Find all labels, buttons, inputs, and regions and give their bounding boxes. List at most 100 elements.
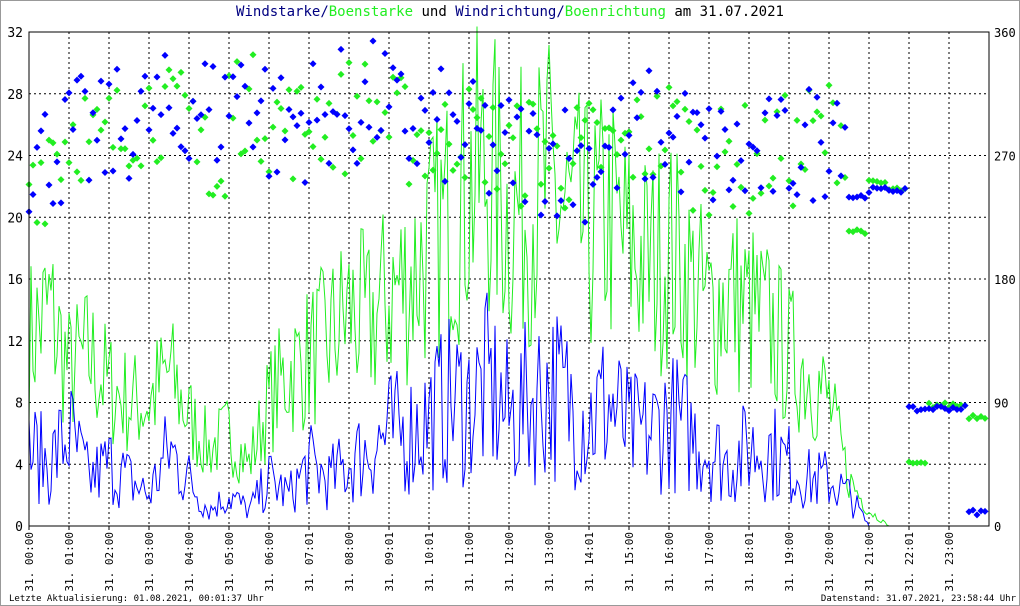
y-right-tick-label: 180: [994, 273, 1016, 287]
direction-point: [465, 100, 473, 108]
direction-point: [733, 120, 741, 128]
gust-direction-point: [541, 138, 549, 146]
direction-point: [321, 110, 329, 118]
direction-point: [117, 135, 125, 143]
direction-point: [301, 179, 309, 187]
direction-point: [569, 201, 577, 209]
direction-point: [829, 119, 837, 127]
direction-point: [677, 188, 685, 196]
direction-point: [517, 105, 525, 113]
direction-point: [701, 134, 709, 142]
gust-direction-point: [737, 183, 745, 191]
direction-point: [797, 163, 805, 171]
gust-direction-point: [369, 137, 377, 145]
direction-point: [825, 167, 833, 175]
direction-point: [97, 77, 105, 85]
direction-point: [293, 122, 301, 130]
direction-point: [377, 126, 385, 134]
gust-direction-point: [877, 179, 885, 187]
direction-point: [597, 168, 605, 176]
direction-point: [289, 113, 297, 121]
gust-direction-point: [765, 182, 773, 190]
direction-point: [457, 153, 465, 161]
gust-direction-point: [417, 127, 425, 135]
direction-point: [605, 143, 613, 151]
direction-point: [813, 93, 821, 101]
direction-point: [809, 197, 817, 205]
title-gust: Boenstarke: [328, 4, 414, 20]
direction-point: [37, 127, 45, 135]
gust-direction-point: [561, 204, 569, 212]
direction-point: [489, 141, 497, 149]
direction-point: [217, 143, 225, 151]
direction-point: [693, 109, 701, 117]
direction-point: [257, 97, 265, 105]
gust-direction-point: [565, 196, 573, 204]
direction-point: [61, 96, 69, 104]
direction-point: [125, 174, 133, 182]
gust-direction-point: [101, 118, 109, 126]
gust-direction-point: [381, 108, 389, 116]
plot-area-border: [28, 31, 990, 527]
direction-point: [753, 147, 761, 155]
gust-direction-point: [221, 192, 229, 200]
x-tick-label: 31. 12:00: [503, 532, 516, 592]
direction-point: [865, 189, 873, 197]
direction-point: [861, 194, 869, 202]
y-right-tick-label: 360: [994, 26, 1016, 40]
x-tick-label: 31. 19:00: [783, 532, 796, 592]
direction-point: [429, 89, 437, 97]
direction-point: [145, 126, 153, 134]
gust-direction-point: [29, 161, 37, 169]
x-tick-label: 31. 04:00: [183, 532, 196, 592]
gust-direction-point: [537, 180, 545, 188]
gust-direction-point: [741, 101, 749, 109]
direction-point: [57, 199, 65, 207]
direction-point: [741, 187, 749, 195]
direction-point: [409, 124, 417, 132]
gust-direction-point: [349, 132, 357, 140]
x-tick-label: 31. 02:00: [103, 532, 116, 592]
y-left-tick-label: 12: [7, 335, 23, 350]
direction-point: [585, 144, 593, 152]
direction-point: [665, 129, 673, 137]
gust-direction-point: [81, 94, 89, 102]
gust-direction-point: [685, 118, 693, 126]
direction-point: [929, 406, 937, 414]
direction-point: [69, 125, 77, 133]
gust-direction-point: [617, 136, 625, 144]
gust-direction-point: [249, 51, 257, 59]
gust-direction-point: [165, 66, 173, 74]
direction-point: [405, 154, 413, 162]
gust-direction-point: [53, 150, 61, 158]
gust-direction-point: [481, 178, 489, 186]
direction-point: [233, 93, 241, 101]
gust-direction-point: [629, 173, 637, 181]
direction-point: [205, 106, 213, 114]
gust-direction-point: [365, 97, 373, 105]
y-left-tick-label: 32: [7, 26, 23, 41]
gust-direction-point: [337, 70, 345, 78]
gust-direction-point: [473, 114, 481, 122]
gust-direction-point: [965, 415, 973, 423]
gust-direction-point: [569, 160, 577, 168]
direction-point: [833, 99, 841, 107]
y-left-tick-label: 16: [7, 273, 23, 288]
x-tick-label: 31. 18:01: [743, 532, 756, 592]
direction-point: [341, 112, 349, 120]
gust-direction-point: [713, 163, 721, 171]
direction-point: [153, 73, 161, 81]
gust-direction-point: [749, 194, 757, 202]
y-left-tick-label: 8: [15, 397, 23, 412]
gust-direction-point: [589, 106, 597, 114]
gust-direction-point: [545, 164, 553, 172]
direction-point: [29, 191, 37, 199]
direction-point: [369, 37, 377, 45]
gust-direction-point: [261, 135, 269, 143]
gust-direction-point: [329, 163, 337, 171]
direction-point: [481, 101, 489, 109]
gust-direction-point: [581, 116, 589, 124]
speed-line: [28, 292, 987, 527]
direction-point: [285, 106, 293, 114]
gust-direction-point: [677, 168, 685, 176]
